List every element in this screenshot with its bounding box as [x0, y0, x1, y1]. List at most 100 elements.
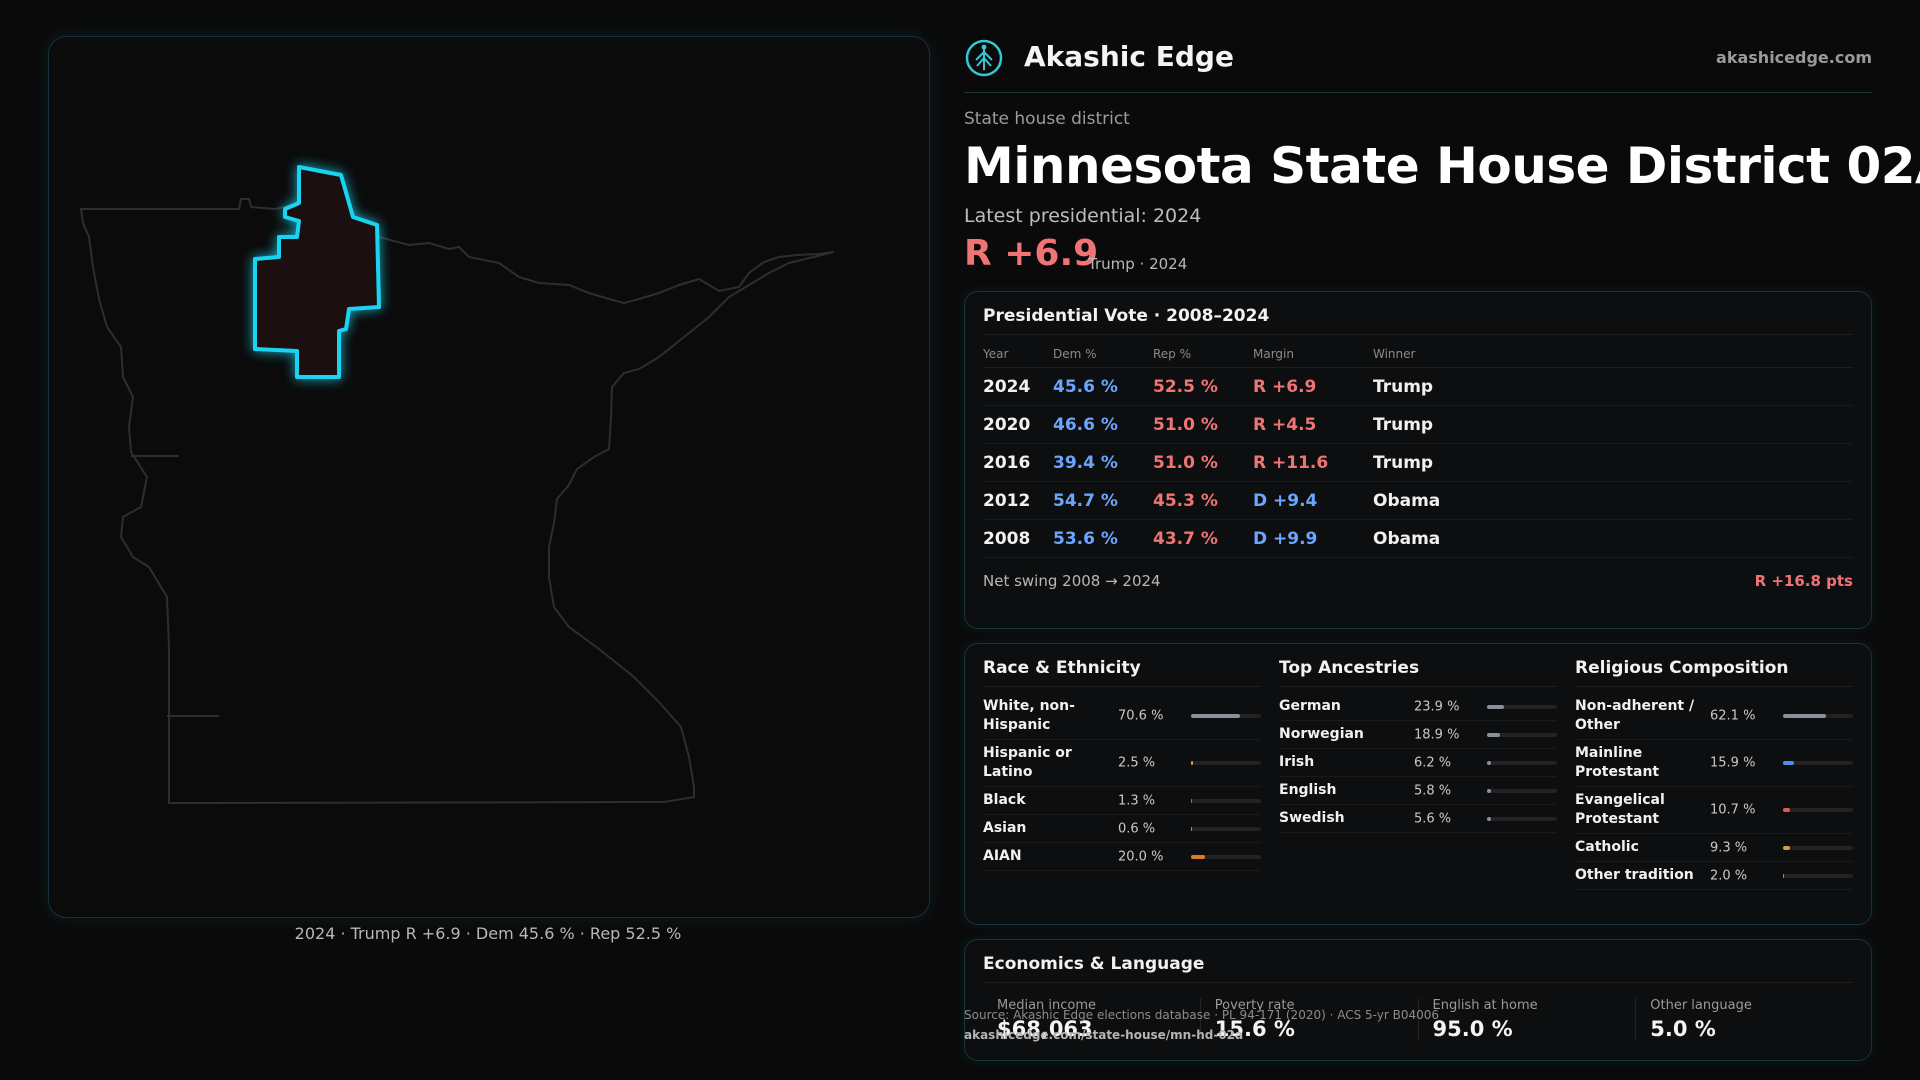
demographic-bar-fill	[1783, 808, 1791, 812]
brand-url-link[interactable]: akashicedge.com	[1716, 48, 1872, 67]
demographic-bar-track	[1191, 714, 1261, 718]
demographic-label: English	[1279, 782, 1337, 798]
margin-cell: D +9.4	[1253, 481, 1373, 520]
demographic-label: Other tradition	[1575, 867, 1694, 883]
demographic-label: Black	[983, 792, 1026, 808]
latest-margin: R +6.9 Trump · 2024	[964, 233, 1872, 281]
demographic-percent: 1.3 %	[1118, 793, 1156, 808]
list-item: Irish 6.2 %	[1279, 749, 1557, 777]
presidential-vote-table: Year Dem % Rep % Margin Winner 2024 45.6 …	[983, 339, 1853, 558]
demographic-bar-fill	[1783, 761, 1795, 765]
list-item: White, non-Hispanic 70.6 %	[983, 693, 1261, 740]
demographic-bar-fill	[1487, 704, 1504, 709]
column-header-dem: Dem %	[1053, 339, 1153, 368]
economics-stat-value: $68,063	[997, 1017, 1093, 1041]
demographic-label: White, non-Hispanic	[983, 698, 1075, 733]
demographic-column: Top Ancestries German 23.9 % Norwegian 18.9 …	[1279, 658, 1557, 910]
demographic-percent: 5.8 %	[1414, 783, 1452, 798]
economics-stat: Median income $68,063	[983, 998, 1200, 1041]
column-header-margin: Margin	[1253, 339, 1373, 368]
net-swing-value: R +16.8 pts	[1754, 572, 1853, 590]
demographic-bar-fill	[1487, 788, 1492, 793]
demographic-bar-track	[1191, 761, 1261, 765]
dem-cell: 39.4 %	[1053, 443, 1153, 482]
demographic-percent: 5.6 %	[1414, 811, 1452, 826]
demographic-bar-track	[1191, 798, 1261, 803]
margin-cell: R +4.5	[1253, 405, 1373, 444]
source-url-link[interactable]: akashicedge.com/state-house/mn-hd-02a	[964, 1028, 1244, 1042]
list-item: Catholic 9.3 %	[1575, 834, 1853, 862]
list-item: Asian 0.6 %	[983, 815, 1261, 843]
demographic-percent: 70.6 %	[1118, 708, 1164, 724]
demographic-percent: 23.9 %	[1414, 699, 1460, 714]
demographic-bar-track	[1487, 732, 1557, 737]
year-cell: 2016	[983, 443, 1053, 482]
demographic-label: Evangelical Protestant	[1575, 792, 1665, 827]
table-row: 2008 53.6 % 43.7 % D +9.9 Obama	[983, 519, 1853, 558]
demographic-bar-track	[1783, 714, 1853, 718]
latest-presidential-label: Latest presidential: 2024	[964, 205, 1202, 227]
winner-cell: Obama	[1373, 481, 1853, 520]
presidential-vote-card: Presidential Vote · 2008–2024 Year Dem %…	[964, 291, 1872, 629]
demographic-bar-track	[1487, 704, 1557, 709]
source-line: Source: Akashic Edge elections database …	[964, 1008, 1440, 1022]
economics-stat: Poverty rate 15.6 %	[1199, 998, 1418, 1041]
demographic-bar-fill	[1191, 714, 1241, 718]
demographic-bar-fill	[1191, 854, 1205, 859]
brand-name[interactable]: Akashic Edge	[1024, 40, 1234, 73]
list-item: Norwegian 18.9 %	[1279, 721, 1557, 749]
demographic-percent: 62.1 %	[1710, 708, 1756, 724]
demographic-bar-track	[1783, 761, 1853, 765]
demographic-label: German	[1279, 698, 1341, 714]
demographic-label: Non-adherent / Other	[1575, 698, 1695, 733]
dem-cell: 54.7 %	[1053, 481, 1153, 520]
district-map[interactable]	[48, 36, 930, 918]
demographic-label: AIAN	[983, 848, 1022, 864]
demographic-percent: 10.7 %	[1710, 802, 1756, 818]
demographic-label: Swedish	[1279, 810, 1345, 826]
year-cell: 2012	[983, 481, 1053, 520]
demographic-bar-fill	[1783, 845, 1790, 850]
table-row: 2020 46.6 % 51.0 % R +4.5 Trump	[983, 405, 1853, 444]
demographic-bar-fill	[1487, 732, 1501, 737]
winner-cell: Trump	[1373, 443, 1853, 482]
table-row: 2024 45.6 % 52.5 % R +6.9 Trump	[983, 367, 1853, 406]
demographic-bar-fill	[1783, 873, 1785, 878]
demographic-column-title: Top Ancestries	[1279, 658, 1557, 687]
table-header-row: Year Dem % Rep % Margin Winner	[983, 339, 1853, 368]
map-caption: 2024 · Trump R +6.9 · Dem 45.6 % · Rep 5…	[294, 924, 682, 943]
net-swing-row: Net swing 2008 → 2024 R +16.8 pts	[983, 572, 1853, 592]
demographic-bar-fill	[1487, 816, 1491, 821]
demographic-bar-track	[1783, 808, 1853, 812]
demographic-column-title: Religious Composition	[1575, 658, 1853, 687]
demographic-label: Asian	[983, 820, 1027, 836]
brand-header: Akashic Edge akashicedge.com	[964, 36, 1872, 93]
winner-cell: Obama	[1373, 519, 1853, 558]
map-svg	[79, 165, 835, 805]
year-cell: 2024	[983, 367, 1053, 406]
list-item: AIAN 20.0 %	[983, 843, 1261, 871]
net-swing-label: Net swing 2008 → 2024	[983, 572, 1161, 590]
demographic-bar-fill	[1191, 826, 1193, 831]
demographic-percent: 2.0 %	[1710, 868, 1748, 883]
dem-cell: 53.6 %	[1053, 519, 1153, 558]
economics-stat-label: English at home	[1432, 998, 1538, 1013]
economics-stat-value: 5.0 %	[1650, 1017, 1716, 1041]
district-type-label: State house district	[964, 109, 1130, 129]
economics-stat: Other language 5.0 %	[1635, 998, 1853, 1041]
district-shape[interactable]	[253, 165, 381, 379]
economics-card: Economics & Language Median income $68,06…	[964, 939, 1872, 1061]
economics-stat-label: Median income	[997, 998, 1097, 1013]
demographic-column-title: Race & Ethnicity	[983, 658, 1261, 687]
demographic-percent: 18.9 %	[1414, 727, 1460, 742]
list-item: Other tradition 2.0 %	[1575, 862, 1853, 890]
tree-emblem-icon[interactable]	[964, 38, 1004, 78]
demographic-bar-fill	[1783, 714, 1827, 718]
list-item: Swedish 5.6 %	[1279, 805, 1557, 833]
economics-stat-value: 15.6 %	[1214, 1017, 1295, 1041]
list-item: German 23.9 %	[1279, 693, 1557, 721]
economics-stat-value: 95.0 %	[1432, 1017, 1513, 1041]
economics-stat-label: Other language	[1650, 998, 1752, 1013]
source-footnote: Source: Akashic Edge elections database …	[964, 1005, 1439, 1045]
